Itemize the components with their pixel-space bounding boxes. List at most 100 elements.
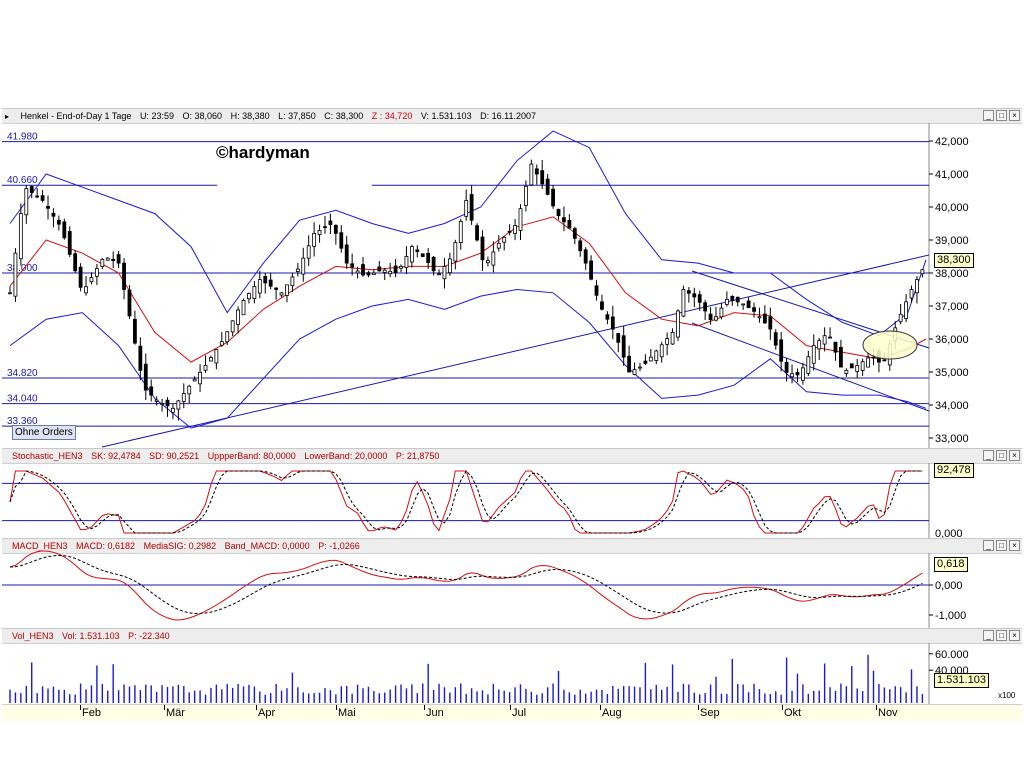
stochastic-minimize-button[interactable]: _ [983,450,994,461]
month-label: Jun [426,707,444,719]
candle-body [290,276,295,287]
price-axis-tick-label: 38,000 [935,268,969,280]
candle-body [828,336,832,339]
candle-body [133,318,137,344]
candle-body [806,356,811,374]
candle-body [165,399,170,407]
price-axis-tick-label: 35,000 [935,367,969,379]
candle-body [458,221,463,243]
candle-body [703,302,708,312]
candle-body [686,290,691,294]
candle-body [252,286,257,300]
volume-close-button[interactable]: × [1009,630,1020,641]
candle-body [768,316,773,330]
candle-body [301,257,306,275]
candle-body [529,163,534,186]
month-tick [336,705,337,710]
close-button[interactable]: × [1009,110,1020,121]
bollinger-lower-line [9,288,927,429]
macd-value-box: 0,618 [934,557,968,572]
window-buttons: _ □ × [983,110,1020,122]
macd-minimize-button[interactable]: _ [983,540,994,551]
maximize-button[interactable]: □ [996,110,1007,121]
month-label: Mär [166,707,185,719]
level-label: 34.820 [7,368,38,379]
candle-body [29,186,34,193]
price-chart: 42,000 41,000 40,000 39,000 38,000 37,000 36,0… [2,123,969,449]
stochastic-close-button[interactable]: × [1009,450,1020,461]
macd-panel: MACD_HEN3 MACD: 0,6182 MediaSIG: 0,2982 … [2,538,1022,629]
stochastic-chart: 0,000 [2,463,963,540]
macd-close-button[interactable]: × [1009,540,1020,551]
copyright-label: ©hardyman [216,143,310,162]
collapse-triangle-icon[interactable]: ▸ [4,112,9,121]
month-tick [600,705,601,710]
volume-minimize-button[interactable]: _ [983,630,994,641]
candle-body [415,249,420,252]
candle-body [257,279,262,294]
candle-body [160,402,164,405]
candle-body [209,357,213,362]
month-label: Feb [82,707,101,719]
candle-body [849,363,854,369]
candle-body [62,221,67,239]
candle-body [399,265,403,269]
candle-body [719,307,724,318]
candle-body [230,320,235,333]
candle-body [187,385,192,395]
candle-body [904,301,908,319]
highlight-ellipse [862,330,918,360]
candle-body [420,253,425,257]
month-tick [510,705,511,710]
candle-body [295,268,300,272]
candle-body [312,233,317,247]
month-tick [782,705,783,710]
price-axis-tick-label: 40,000 [935,202,969,214]
month-label: Nov [878,707,898,719]
candle-body [605,314,610,320]
candle-body [855,364,860,372]
month-label: Sep [700,707,720,719]
month-label: Mai [338,707,356,719]
ohne-orders-button[interactable]: Ohne Orders [12,425,76,440]
candle-body [882,359,887,362]
candle-body [274,287,279,290]
candle-body [40,195,45,201]
candle-body [866,357,870,368]
candle-body [241,299,246,316]
candle-body [643,360,648,364]
candle-body [567,219,572,229]
candle-body [149,386,154,396]
candle-body [551,188,555,207]
candle-body [8,292,12,295]
volume-panel: Vol_HEN3 Vol: 1.531.103 P: -22.340 _ □ ×… [2,628,1022,705]
candle-body [268,279,273,287]
candle-body [757,316,762,319]
candle-body [225,331,230,343]
candle-body [285,284,289,296]
candle-body [236,309,240,325]
candle-body [659,344,664,358]
candle-body [784,362,789,373]
macd-maximize-button[interactable]: □ [996,540,1007,551]
bollinger-upper-line [9,130,927,337]
macd-tick-label: -1,000 [935,610,966,622]
candle-body [344,244,349,264]
candle-body [817,340,822,350]
candle-body [171,407,175,413]
candle-body [46,205,50,209]
stochastic-panel: Stochastic_HEN3 SK: 92,4784 SD: 90,2521 … [2,448,1022,540]
candle-body [638,366,642,369]
candle-body [735,296,740,303]
candle-body [860,361,865,371]
volume-maximize-button[interactable]: □ [996,630,1007,641]
candle-body [382,269,387,273]
level-label: 41.980 [7,132,38,143]
stochastic-maximize-button[interactable]: □ [996,450,1007,461]
minimize-button[interactable]: _ [983,110,994,121]
stochastic-header: Stochastic_HEN3 SK: 92,4784 SD: 90,2521 … [2,449,1022,464]
candle-body [909,289,914,299]
candle-body [138,345,143,371]
candle-body [496,242,501,249]
candle-body [513,225,517,234]
